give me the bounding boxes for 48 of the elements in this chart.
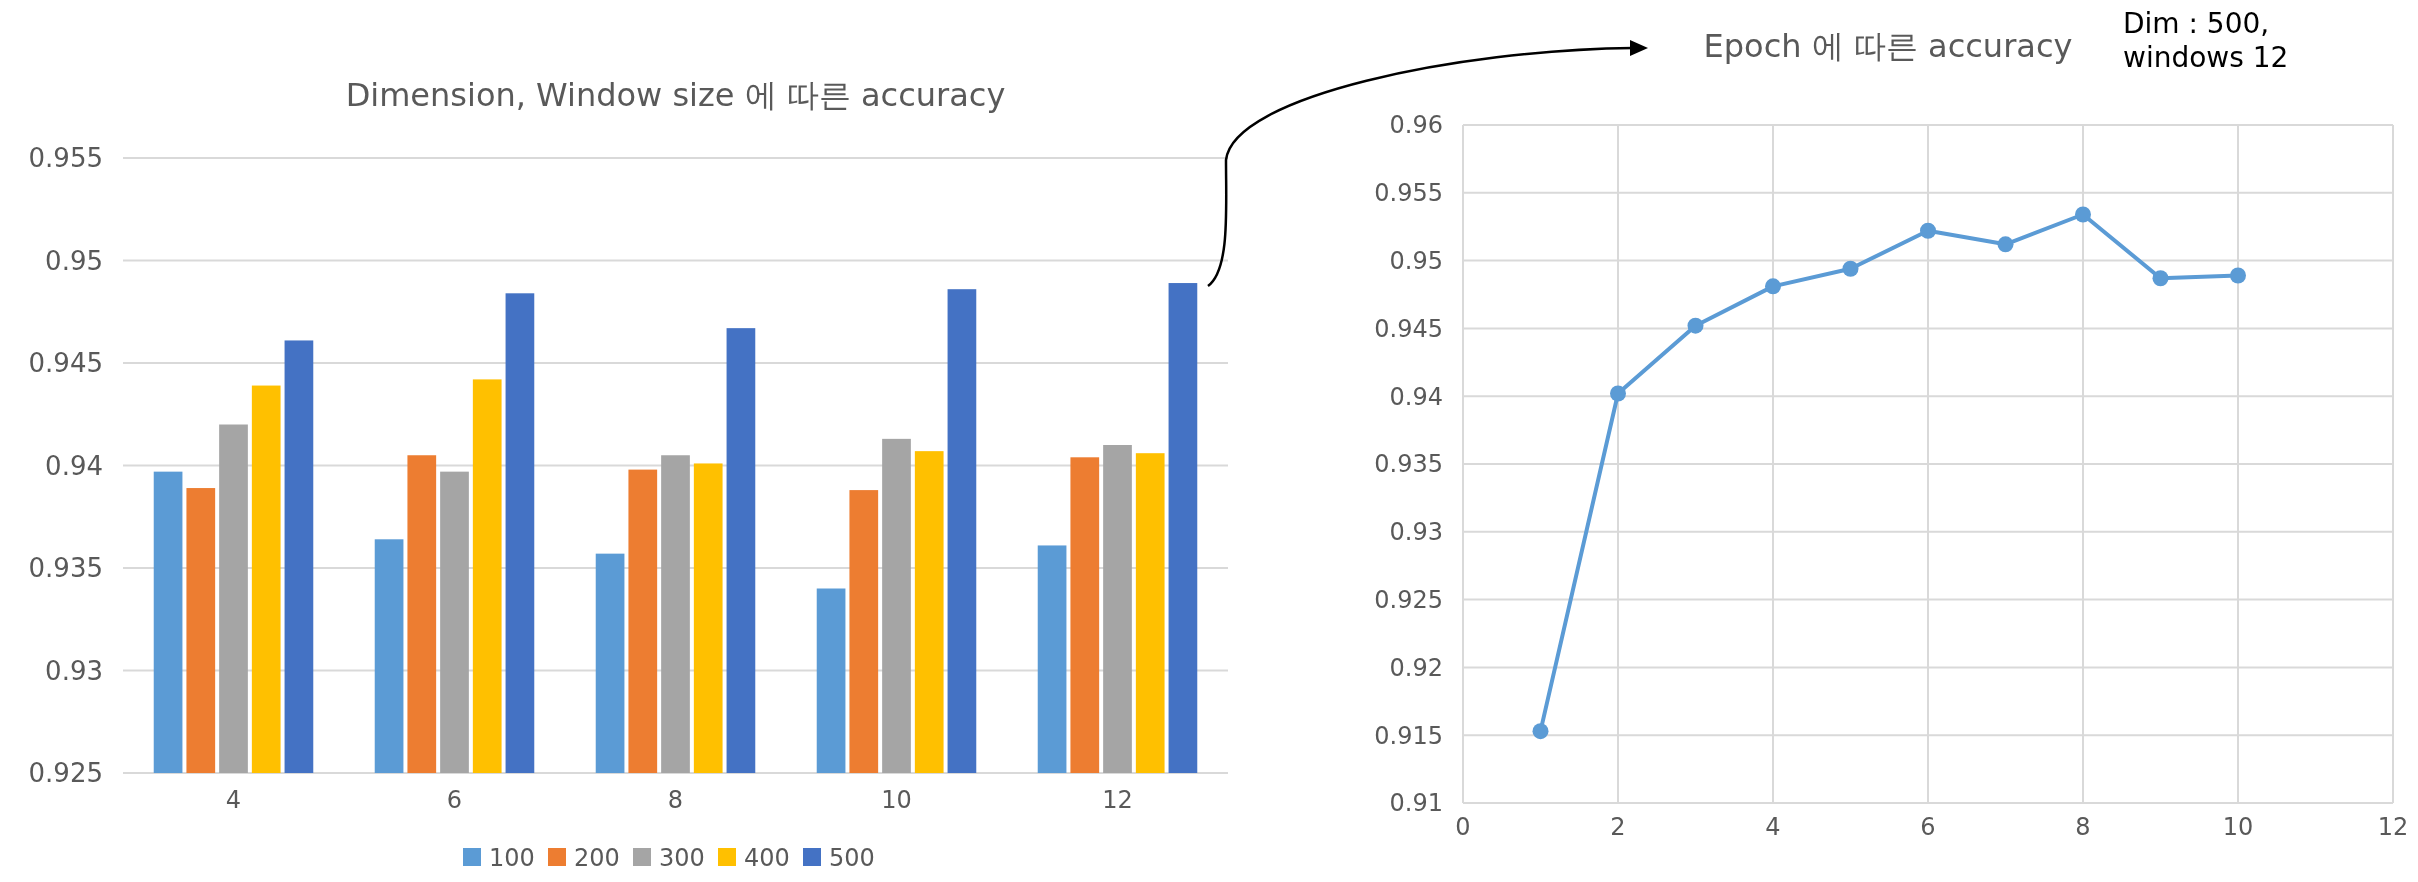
point <box>2075 206 2091 223</box>
y-tick-label: 0.93 <box>1389 518 1443 547</box>
text: Dim : 500, windows 12 <box>2123 7 2289 74</box>
x-tick-label: 2 <box>1610 813 1626 841</box>
y-tick-label: 0.93 <box>45 655 103 686</box>
y-tick-label: 0.95 <box>45 245 103 276</box>
x-tick-label: 8 <box>2075 813 2091 841</box>
point <box>1765 278 1781 295</box>
point <box>1842 260 1859 277</box>
y-tick-label: 0.94 <box>1389 382 1443 411</box>
y-tick-label: 0.91 <box>1389 789 1443 818</box>
point <box>1532 723 1549 740</box>
x-tick-label: 10 <box>881 786 912 814</box>
point <box>1687 317 1704 334</box>
x-tick-label: 8 <box>667 786 684 814</box>
y-tick-label: 0.945 <box>1374 314 1443 343</box>
legend-label: 100 <box>489 844 535 873</box>
y-tick-label: 0.955 <box>28 143 103 174</box>
y-tick-label: 0.94 <box>45 450 103 481</box>
y-tick-label: 0.96 <box>1389 111 1443 140</box>
x-tick-label: 4 <box>225 786 242 814</box>
y-tick-label: 0.925 <box>1374 586 1443 614</box>
y-tick-label: 0.955 <box>1374 179 1443 208</box>
legend-label: 400 <box>744 844 790 873</box>
point <box>1920 222 1936 239</box>
y-tick-label: 0.935 <box>28 553 103 584</box>
legend-label: 200 <box>574 844 620 873</box>
y-tick-label: 0.95 <box>1389 247 1443 275</box>
chart-title: Dimension, Window size 에 따른 accuracy <box>345 76 1006 114</box>
point <box>2230 267 2246 284</box>
x-tick-label: 0 <box>1455 813 1471 841</box>
x-tick-label: 6 <box>446 786 463 814</box>
y-tick-label: 0.945 <box>28 348 103 379</box>
point <box>2152 270 2169 287</box>
y-tick-label: 0.925 <box>28 758 103 789</box>
legend-label: 300 <box>659 844 705 873</box>
point <box>1610 385 1626 402</box>
y-tick-label: 0.92 <box>1389 653 1443 682</box>
y-tick-label: 0.915 <box>1374 721 1443 750</box>
legend-label: 500 <box>829 844 875 873</box>
x-tick-label: 12 <box>2377 813 2409 841</box>
x-tick-label: 6 <box>1920 813 1936 841</box>
x-tick-label: 10 <box>2222 813 2254 841</box>
point <box>1997 236 2014 253</box>
y-tick-label: 0.935 <box>1374 450 1443 479</box>
chart-title: Epoch 에 따른 accuracy <box>1703 27 2073 65</box>
x-tick-label: 4 <box>1765 813 1781 841</box>
x-tick-label: 12 <box>1102 786 1133 814</box>
